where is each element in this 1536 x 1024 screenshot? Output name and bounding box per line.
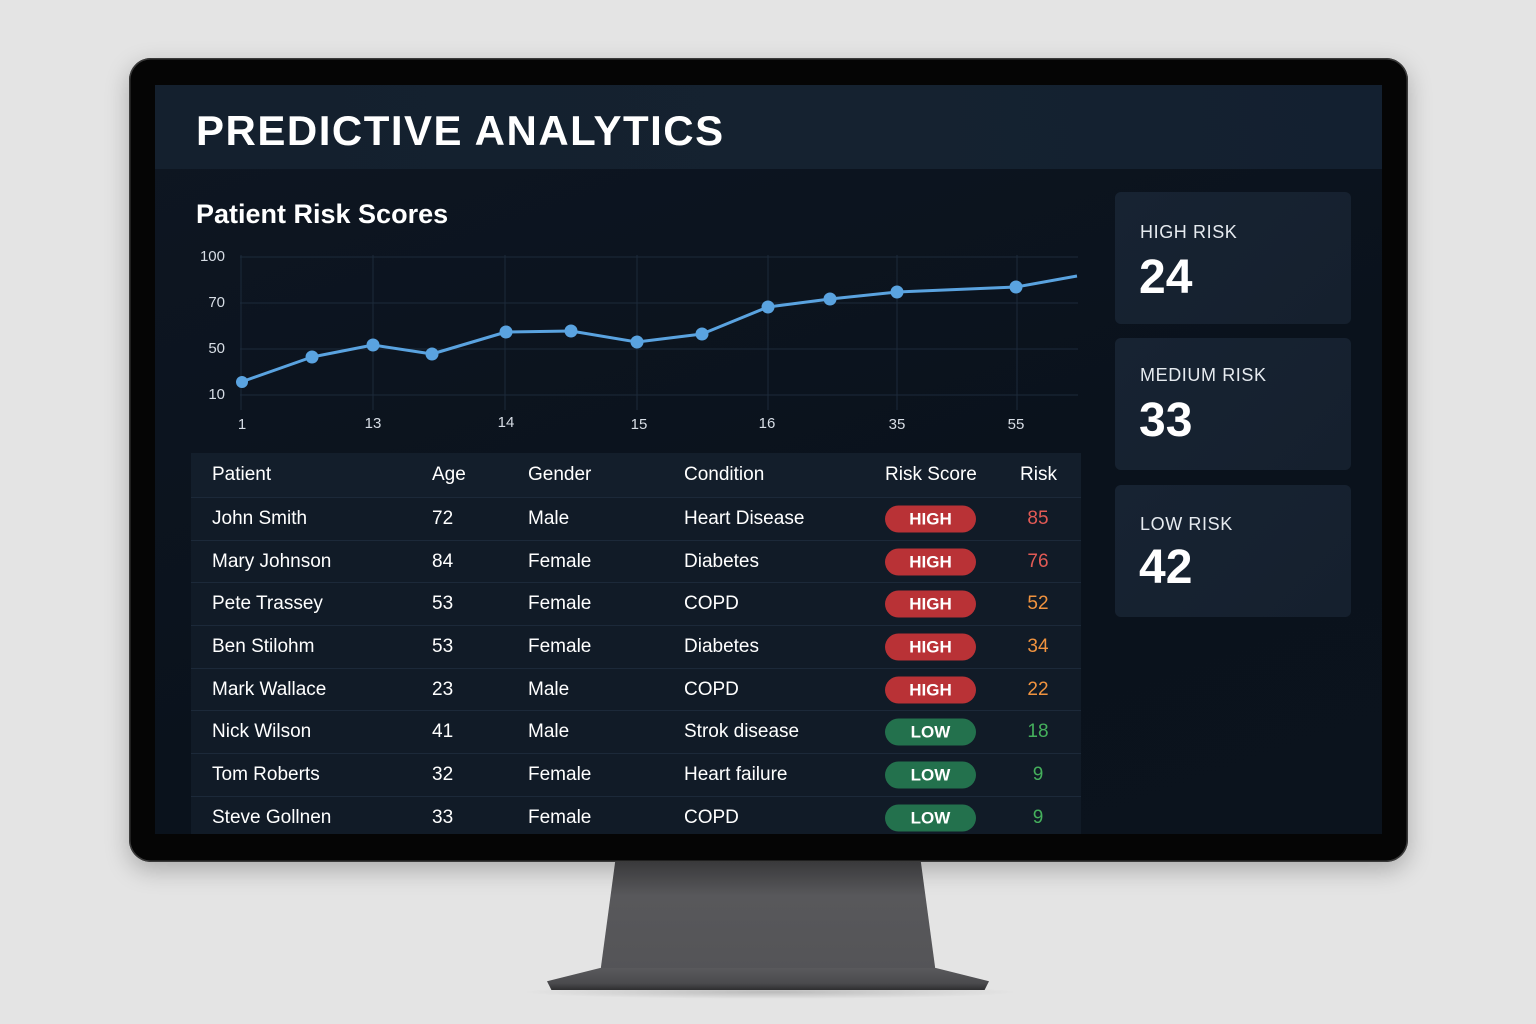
x-tick-1: 1	[237, 416, 247, 433]
x-tick-15: 15	[630, 416, 648, 433]
patient-gender: Male	[528, 678, 570, 700]
patient-condition: Heart failure	[684, 763, 788, 785]
risk-badge-high: HIGH	[885, 633, 976, 661]
risk-badge-high: HIGH	[885, 548, 976, 576]
patient-condition: Diabetes	[684, 635, 759, 657]
patient-gender: Female	[528, 550, 592, 572]
stat-label: MEDIUM RISK	[1140, 365, 1267, 385]
table-header-row: Patient Age Gender Condition Risk Score …	[191, 453, 1081, 498]
patient-name: Mark Wallace	[212, 678, 327, 700]
y-tick-10: 10	[208, 386, 225, 403]
stat-value: 24	[1139, 251, 1193, 304]
risk-value: 22	[1027, 678, 1049, 700]
patient-gender: Female	[528, 635, 592, 657]
stat-value: 42	[1139, 541, 1193, 594]
patient-name: Mary Johnson	[212, 550, 332, 572]
risk-badge-low: LOW	[885, 761, 976, 789]
patient-age: 72	[432, 507, 454, 529]
stat-label: LOW RISK	[1140, 514, 1233, 534]
table-row[interactable]: John Smith 72 Male Heart Disease HIGH 85	[191, 498, 1081, 541]
patient-gender: Male	[528, 507, 570, 529]
risk-line	[240, 274, 1078, 384]
stat-card-medium-risk[interactable]: MEDIUM RISK 33	[1115, 338, 1351, 470]
patient-name: John Smith	[212, 507, 308, 529]
patient-name: Tom Roberts	[212, 763, 320, 785]
chart-title: Patient Risk Scores	[196, 199, 449, 229]
risk-value: 52	[1027, 593, 1049, 615]
stat-card-high-risk[interactable]: HIGH RISK 24	[1115, 192, 1351, 324]
patient-condition: Diabetes	[684, 550, 759, 572]
table-row[interactable]: Steve Gollnen 33 Female COPD LOW 9	[191, 797, 1081, 834]
patient-age: 33	[432, 807, 454, 829]
patient-age: 53	[432, 635, 454, 657]
monitor-stand	[600, 862, 936, 974]
table-row[interactable]: Mary Johnson 84 Female Diabetes HIGH 76	[191, 541, 1081, 584]
patient-gender: Female	[528, 807, 592, 829]
table-row[interactable]: Tom Roberts 32 Female Heart failure LOW …	[191, 754, 1081, 797]
patient-name: Pete Trassey	[212, 593, 323, 615]
x-tick-35: 35	[888, 416, 906, 433]
column-header-patient[interactable]: Patient	[212, 464, 272, 485]
patient-condition: Heart Disease	[684, 507, 805, 529]
monitor-stand-base	[547, 968, 989, 990]
risk-score-line-chart: 100 70 50 10	[185, 245, 1085, 445]
patient-age: 23	[432, 678, 454, 700]
y-tick-70: 70	[208, 294, 225, 311]
table-row[interactable]: Ben Stilohm 53 Female Diabetes HIGH 34	[191, 626, 1081, 669]
dashboard-screen: PREDICTIVE ANALYTICS Patient Risk Scores…	[155, 85, 1382, 834]
stat-label: HIGH RISK	[1140, 222, 1238, 242]
patient-gender: Female	[528, 593, 592, 615]
patient-name: Nick Wilson	[212, 721, 312, 743]
page-title: PREDICTIVE ANALYTICS	[196, 107, 725, 154]
risk-value: 34	[1027, 635, 1049, 657]
risk-value: 76	[1027, 550, 1049, 572]
column-header-gender[interactable]: Gender	[528, 464, 592, 485]
risk-badge-high: HIGH	[885, 505, 976, 533]
y-tick-100: 100	[199, 248, 225, 265]
column-header-age[interactable]: Age	[432, 464, 466, 485]
patient-gender: Male	[528, 721, 570, 743]
patient-name: Steve Gollnen	[212, 807, 332, 829]
table-row[interactable]: Nick Wilson 41 Male Strok disease LOW 18	[191, 711, 1081, 755]
stat-card-low-risk[interactable]: LOW RISK 42	[1115, 485, 1351, 617]
risk-value: 85	[1027, 507, 1049, 529]
risk-badge-high: HIGH	[885, 590, 976, 618]
x-tick-13: 13	[364, 415, 382, 432]
stat-value: 33	[1139, 394, 1193, 447]
table-row[interactable]: Mark Wallace 23 Male COPD HIGH 22	[191, 669, 1081, 712]
risk-badge-high: HIGH	[885, 676, 976, 704]
risk-badge-low: LOW	[885, 804, 976, 832]
column-header-condition[interactable]: Condition	[684, 464, 765, 485]
patient-condition: Strok disease	[684, 721, 800, 743]
table-row[interactable]: Pete Trassey 53 Female COPD HIGH 52	[191, 583, 1081, 627]
risk-value: 9	[1032, 807, 1044, 829]
patient-condition: COPD	[684, 807, 739, 829]
patient-name: Ben Stilohm	[212, 635, 315, 657]
x-tick-16: 16	[758, 415, 776, 432]
patient-table: Patient Age Gender Condition Risk Score …	[191, 453, 1081, 834]
column-header-risk[interactable]: Risk	[1020, 464, 1057, 485]
patient-gender: Female	[528, 763, 592, 785]
column-header-risk-score[interactable]: Risk Score	[885, 464, 977, 485]
header-bar: PREDICTIVE ANALYTICS	[155, 85, 1382, 169]
risk-value: 18	[1027, 721, 1049, 743]
patient-condition: COPD	[684, 678, 739, 700]
patient-condition: COPD	[684, 593, 739, 615]
patient-age: 32	[432, 763, 454, 785]
risk-badge-low: LOW	[885, 718, 976, 746]
x-tick-55: 55	[1007, 416, 1025, 433]
patient-age: 53	[432, 593, 454, 615]
chart-plot-area	[236, 255, 1078, 410]
patient-age: 41	[432, 721, 454, 743]
patient-age: 84	[432, 550, 454, 572]
risk-value: 9	[1032, 763, 1044, 785]
x-tick-14: 14	[497, 414, 515, 431]
y-tick-50: 50	[208, 340, 225, 357]
